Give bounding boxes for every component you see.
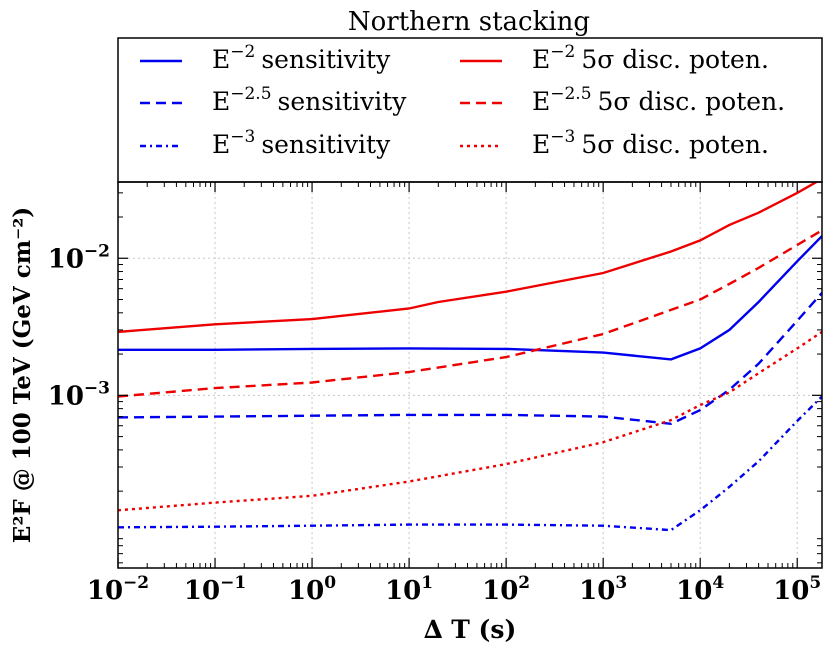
y-tick-label: 10−2: [48, 241, 110, 274]
series-line-1: [118, 235, 822, 361]
series-line-3: [118, 395, 822, 532]
legend: E−2 sensitivity E−2.5 sensitivity E−3 sensiti…: [140, 42, 785, 159]
x-tick-label: 105: [773, 573, 821, 606]
legend-label-3: E−3 sensitivity: [212, 127, 391, 159]
x-tick-label: 100: [288, 573, 336, 606]
grid: [117, 182, 822, 568]
tick-labels: 10−2 10−1 100 101 102 103 104 105 10−3 10−2: [48, 241, 822, 606]
series-line-2: [118, 292, 822, 426]
series-line-6: [118, 330, 822, 512]
legend-label-1: E−2 sensitivity: [212, 42, 391, 74]
x-tick-label: 10−1: [184, 573, 246, 606]
y-tick-label: 10−3: [48, 378, 110, 411]
x-tick-label: 10−2: [87, 573, 149, 606]
y-axis-label: E²F @ 100 TeV (GeV cm⁻²): [9, 207, 36, 543]
x-tick-label: 103: [579, 573, 627, 606]
legend-label-5: E−2.5 5σ disc. poten.: [532, 84, 785, 116]
x-tick-label: 101: [385, 573, 433, 606]
series-layer: [118, 182, 822, 532]
x-tick-label: 104: [676, 573, 724, 606]
axis-ticks: [117, 182, 822, 568]
x-axis-label: ∆ T (s): [424, 615, 517, 644]
plot-area-frame: [117, 181, 823, 569]
legend-label-4: E−2 5σ disc. poten.: [532, 42, 769, 74]
series-line-5: [118, 229, 822, 398]
legend-label-2: E−2.5 sensitivity: [212, 84, 407, 116]
series-line-4: [118, 182, 819, 334]
legend-label-6: E−3 5σ disc. poten.: [532, 127, 769, 159]
x-tick-label: 102: [482, 573, 530, 606]
chart-title: Northern stacking: [348, 7, 590, 37]
